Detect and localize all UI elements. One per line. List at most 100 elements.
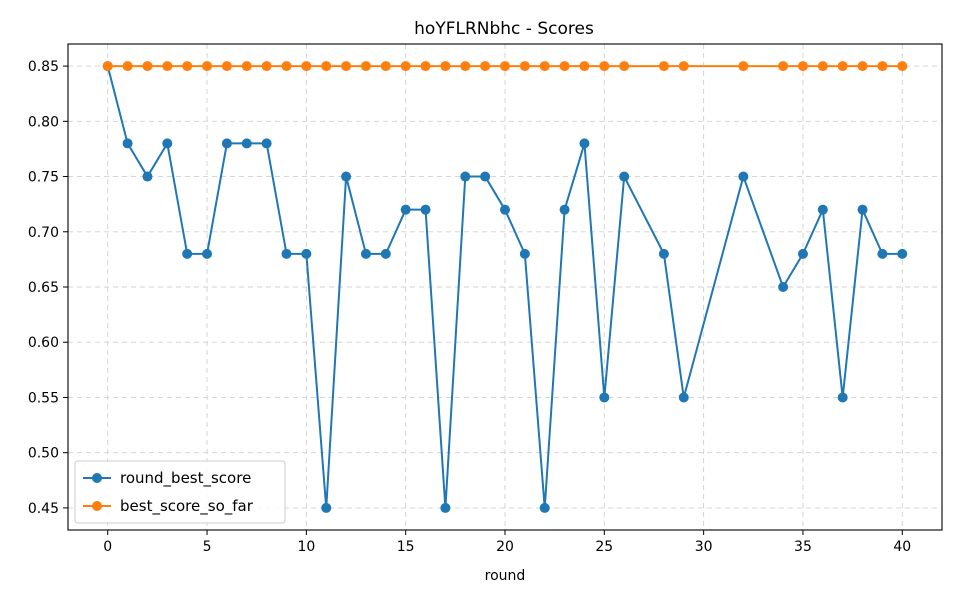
y-tick-label: 0.75 [28,170,59,186]
data-point-best_score_so_far [281,61,292,72]
data-point-round_best_score [897,248,908,259]
data-point-round_best_score [360,248,371,259]
data-point-round_best_score [182,248,193,259]
data-point-best_score_so_far [202,61,213,72]
x-tick-label: 40 [893,539,911,555]
data-point-best_score_so_far [519,61,530,72]
data-point-best_score_so_far [579,61,590,72]
data-point-best_score_so_far [837,61,848,72]
x-tick-label: 30 [695,539,713,555]
x-tick-label: 35 [794,539,812,555]
data-point-round_best_score [261,138,272,149]
data-point-round_best_score [738,171,749,182]
x-tick-label: 5 [203,539,212,555]
data-point-best_score_so_far [897,61,908,72]
data-point-best_score_so_far [658,61,669,72]
y-tick-label: 0.50 [28,446,59,462]
chart-title: hoYFLRNbhc - Scores [414,19,594,39]
y-tick-label: 0.60 [28,335,59,351]
data-point-best_score_so_far [778,61,789,72]
data-point-best_score_so_far [619,61,630,72]
data-point-round_best_score [559,204,570,215]
data-point-round_best_score [281,248,292,259]
data-point-best_score_so_far [261,61,272,72]
y-tick-label: 0.80 [28,114,59,130]
data-point-best_score_so_far [440,61,451,72]
data-point-round_best_score [877,248,888,259]
legend-box [74,460,286,524]
data-point-best_score_so_far [341,61,352,72]
grid [68,44,942,530]
data-point-round_best_score [142,171,153,182]
x-axis-ticks: 0 5 10 15 20 25 30 35 40 [103,530,911,555]
data-point-round_best_score [817,204,828,215]
data-point-best_score_so_far [500,61,510,72]
data-point-round_best_score [579,138,590,149]
y-tick-label: 0.85 [28,59,59,75]
data-point-round_best_score [619,171,630,182]
data-point-best_score_so_far [241,61,252,72]
data-point-best_score_so_far [380,61,391,72]
y-tick-label: 0.55 [28,390,59,406]
data-point-round_best_score [341,171,352,182]
data-point-round_best_score [202,248,213,259]
y-tick-label: 0.70 [28,225,59,241]
data-point-round_best_score [301,248,312,259]
data-point-best_score_so_far [539,61,550,72]
data-point-best_score_so_far [559,61,570,72]
series-layer [102,61,908,513]
y-axis-ticks: 0.45 0.50 0.55 0.60 0.65 0.70 0.75 0.80 0.85 [28,59,68,517]
data-point-best_score_so_far [102,61,113,72]
x-axis-label: round [485,568,526,584]
legend-swatch-marker [92,473,102,483]
data-point-round_best_score [321,502,332,513]
data-point-best_score_so_far [182,61,193,72]
y-tick-label: 0.65 [28,280,59,296]
data-point-round_best_score [221,138,232,149]
data-point-round_best_score [241,138,252,149]
data-point-round_best_score [420,204,431,215]
data-point-round_best_score [480,171,491,182]
x-tick-label: 0 [103,539,112,555]
data-point-best_score_so_far [360,61,371,72]
data-point-best_score_so_far [817,61,828,72]
data-point-best_score_so_far [460,61,471,72]
legend-label: best_score_so_far [120,497,254,516]
data-point-round_best_score [500,204,510,215]
data-point-round_best_score [539,502,550,513]
data-point-best_score_so_far [678,61,689,72]
y-tick-label: 0.45 [28,501,59,517]
data-point-best_score_so_far [321,61,332,72]
data-point-best_score_so_far [857,61,868,72]
data-point-round_best_score [380,248,391,259]
data-point-best_score_so_far [480,61,491,72]
data-point-best_score_so_far [877,61,888,72]
data-point-round_best_score [658,248,669,259]
data-point-best_score_so_far [142,61,153,72]
legend-label: round_best_score [120,469,251,488]
data-point-best_score_so_far [738,61,749,72]
x-tick-label: 25 [595,539,613,555]
data-point-best_score_so_far [122,61,133,72]
data-point-round_best_score [599,392,610,403]
data-point-best_score_so_far [599,61,610,72]
data-point-best_score_so_far [400,61,411,72]
series-best_score_so_far [102,61,908,72]
data-point-round_best_score [122,138,133,149]
data-point-round_best_score [857,204,868,215]
data-point-best_score_so_far [162,61,173,72]
legend-swatch-marker [92,501,102,511]
data-point-best_score_so_far [301,61,312,72]
data-point-best_score_so_far [221,61,232,72]
data-point-round_best_score [460,171,471,182]
data-point-round_best_score [519,248,530,259]
x-tick-label: 20 [496,539,514,555]
x-tick-label: 10 [297,539,315,555]
data-point-round_best_score [162,138,173,149]
legend: round_best_score best_score_so_far [74,460,286,524]
x-tick-label: 15 [397,539,415,555]
data-point-round_best_score [678,392,689,403]
data-point-round_best_score [778,282,789,292]
